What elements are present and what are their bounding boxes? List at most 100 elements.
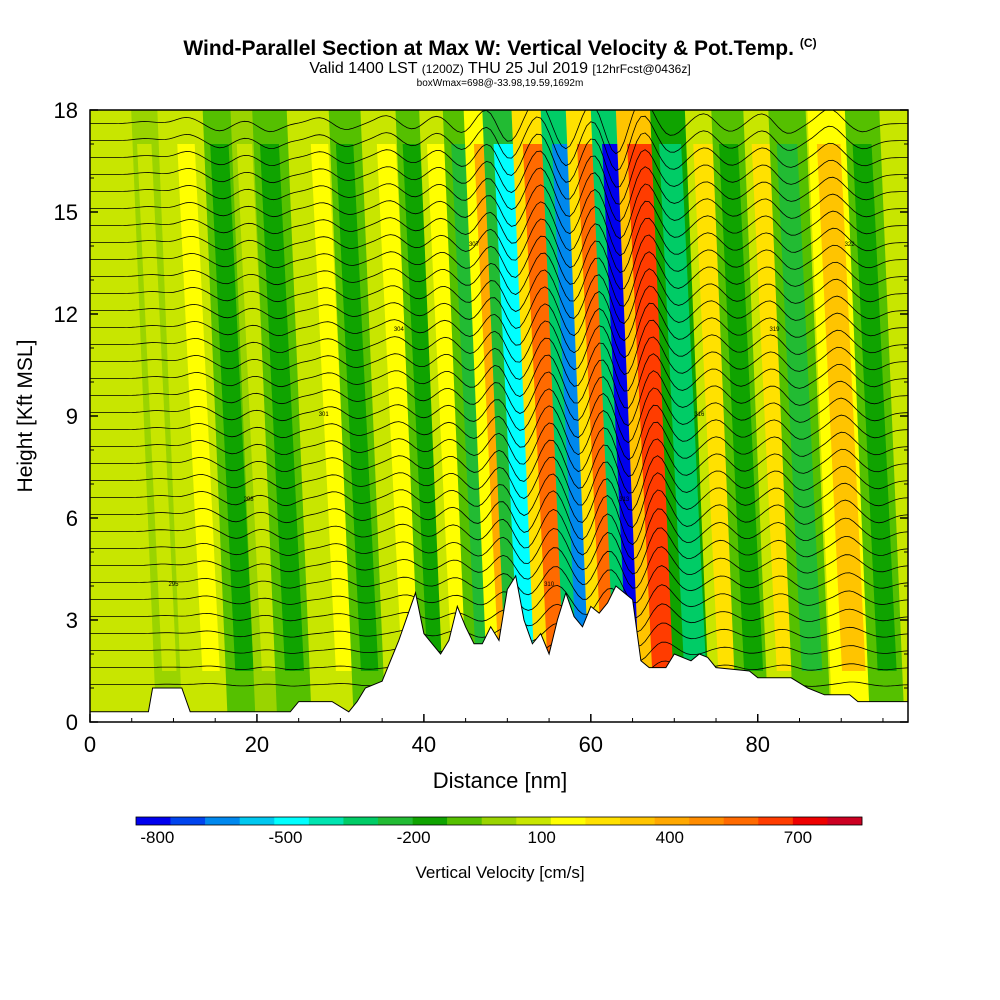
colorbar-swatch-2 (205, 817, 241, 825)
colorbar-swatch-9 (447, 817, 483, 825)
x-tick-label-0: 0 (84, 732, 96, 757)
theta-contour-10 (90, 489, 908, 546)
theta-contour-27 (90, 200, 908, 257)
theta-contour-20 (90, 319, 908, 375)
colorbar-swatch-14 (620, 817, 655, 825)
colorbar-swatch-7 (378, 817, 413, 825)
colorbar-swatch-6 (343, 817, 379, 825)
velocity-band-core-3 (236, 144, 278, 671)
colorbar-frame (135, 816, 863, 826)
theta-contour-21 (90, 302, 908, 359)
theta-contour-3 (90, 622, 908, 648)
colorbar-swatch-19 (792, 817, 828, 825)
theta-contour-12 (90, 455, 908, 511)
theta-contour-22 (90, 285, 908, 342)
theta-contour-11 (90, 472, 908, 529)
contour-label-7: 316 (694, 412, 705, 418)
colorbar-tick-label-4: 400 (656, 828, 684, 847)
colorbar-swatch-5 (308, 817, 344, 825)
colorbar-swatch-0 (136, 817, 171, 825)
theta-contour-13 (90, 438, 908, 494)
colorbar-swatch-4 (274, 817, 310, 825)
x-tick-label-60: 60 (579, 732, 603, 757)
colorbar-swatch-15 (654, 817, 690, 825)
contour-label-1: 298 (244, 497, 255, 503)
colorbar-swatch-8 (412, 817, 448, 825)
x-tick-label-40: 40 (412, 732, 436, 757)
contour-label-3: 304 (394, 327, 405, 333)
theta-contour-28 (90, 183, 908, 240)
velocity-band-core-17 (627, 144, 680, 671)
theta-contour-26 (90, 217, 908, 273)
contour-label-4: 307 (469, 242, 480, 248)
velocity-band-core-21 (751, 144, 798, 671)
theta-contour-23 (90, 268, 908, 325)
velocity-band-core-24 (852, 144, 897, 671)
contour-label-0: 295 (168, 582, 179, 588)
theta-contour-14 (90, 421, 908, 477)
velocity-band-core-9 (426, 144, 471, 671)
y-tick-label-0: 0 (66, 710, 78, 735)
chart-title: Wind-Parallel Section at Max W: Vertical… (183, 36, 817, 60)
y-tick-label-12: 12 (54, 302, 78, 327)
velocity-band-core-8 (402, 144, 446, 671)
velocity-band-core-2 (210, 144, 254, 671)
velocity-band-core-4 (259, 144, 304, 671)
theta-contour-30 (90, 149, 908, 205)
theta-contour-24 (90, 251, 908, 307)
theta-contour-16 (90, 387, 908, 444)
theta-contour-32 (90, 115, 908, 171)
velocity-band-core-5 (310, 144, 354, 671)
theta-contour-8 (90, 527, 908, 575)
theta-contour-18 (90, 353, 908, 409)
theta-contour-33 (90, 110, 908, 155)
theta-contour-19 (90, 336, 908, 392)
colorbar-swatch-11 (516, 817, 552, 825)
terrain-fill (90, 574, 908, 722)
colorbar-label: Vertical Velocity [cm/s] (415, 863, 585, 882)
potential-temperature-contours: 295 298 301 304 307 310 313 316 319 322 (90, 110, 908, 691)
colorbar-tick-label-5: 700 (784, 828, 812, 847)
colorbar-swatch-16 (689, 817, 725, 825)
colorbar-swatch-13 (585, 817, 621, 825)
colorbar-tick-label-3: 100 (528, 828, 556, 847)
theta-contour-6 (90, 565, 908, 604)
x-axis-label: Distance [nm] (432, 768, 568, 793)
colorbar-tick-label-0: -800 (140, 828, 174, 847)
y-tick-label-18: 18 (54, 98, 78, 123)
x-tick-label-20: 20 (245, 732, 269, 757)
theta-contour-15 (90, 404, 908, 461)
contour-label-5: 310 (544, 582, 555, 588)
velocity-band-core-7 (376, 144, 421, 671)
contour-label-6: 313 (619, 497, 630, 503)
theta-contour-17 (90, 370, 908, 427)
theta-contour-7 (90, 546, 908, 589)
x-tick-label-80: 80 (746, 732, 770, 757)
colorbar-swatch-20 (827, 817, 863, 825)
colorbar-swatch-17 (723, 817, 759, 825)
y-tick-label-9: 9 (66, 404, 78, 429)
velocity-band-core-20 (719, 144, 764, 671)
contour-label-2: 301 (319, 412, 330, 418)
velocity-band-core-0 (137, 144, 177, 671)
axes: 0 20 40 60 80 0 3 6 9 12 15 18 (54, 98, 908, 757)
theta-contour-4 (90, 603, 908, 633)
chart-subsubtitle: boxWmax=698@-33.98,19.59,1692m (416, 78, 584, 89)
contour-label-9: 322 (845, 242, 856, 248)
velocity-band-core-6 (335, 144, 379, 671)
terrain (90, 574, 908, 722)
theta-contour-5 (90, 584, 908, 619)
colorbar-swatch-10 (481, 817, 517, 825)
theta-contour-25 (90, 234, 908, 290)
velocity-band-core-1 (177, 144, 220, 671)
colorbar-tick-label-1: -500 (268, 828, 302, 847)
y-tick-label-3: 3 (66, 608, 78, 633)
y-tick-label-15: 15 (54, 200, 78, 225)
copyright-mark: (C) (799, 36, 817, 50)
chart-subtitle: Valid 1400 LST (1200Z) THU 25 Jul 2019 [… (309, 60, 691, 77)
colorbar-tick-label-2: -200 (397, 828, 431, 847)
theta-contour-31 (90, 132, 908, 188)
contour-label-8: 319 (769, 327, 780, 333)
